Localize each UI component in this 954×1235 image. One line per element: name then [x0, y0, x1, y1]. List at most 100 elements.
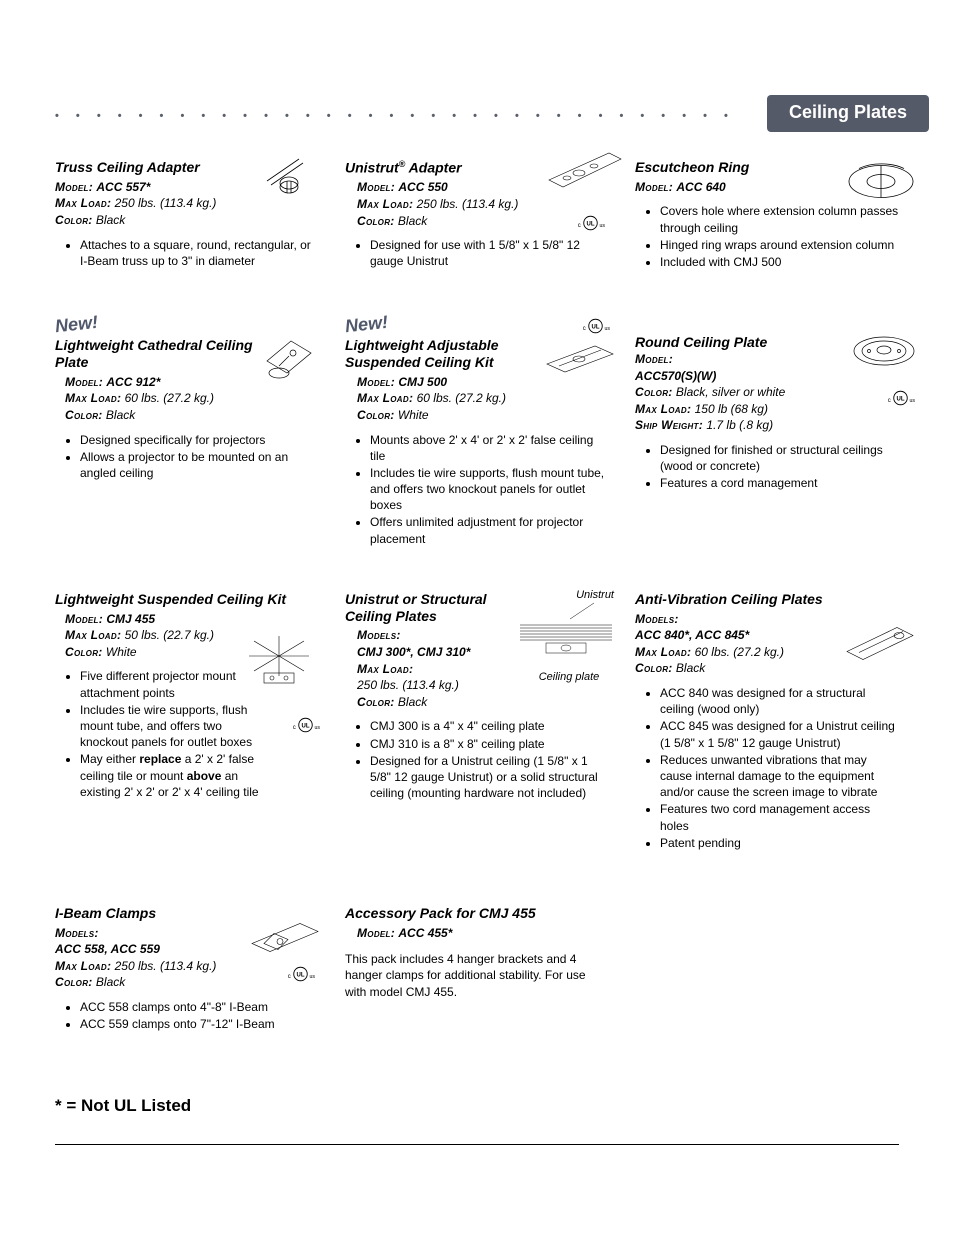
page-header: • • • • • • • • • • • • • • • • • • • • …	[55, 95, 899, 131]
product-title: Anti-Vibration Ceiling Plates	[635, 591, 899, 608]
color-label: Color:	[635, 661, 673, 675]
shipweight-value: 1.7 lb (.8 kg)	[706, 418, 773, 432]
suspended-drawing-icon	[244, 631, 319, 721]
maxload-label: Max Load:	[65, 391, 121, 405]
color-label: Color:	[65, 408, 103, 422]
bottom-rule	[55, 1144, 899, 1145]
models-value: ACC 558, ACC 559	[55, 942, 160, 956]
models-label: Models:	[635, 612, 679, 626]
maxload-value: 60 lbs. (27.2 kg.)	[417, 391, 506, 405]
color-label: Color:	[55, 975, 93, 989]
bullet-list: CMJ 300 is a 4" x 4" ceiling plate CMJ 3…	[345, 718, 609, 801]
product-cathedral: Lightweight Cathedral Ceiling Plate Mode…	[55, 337, 319, 481]
model-value: ACC 455*	[398, 926, 452, 940]
color-value: Black	[106, 408, 135, 422]
models-value: CMJ 300*, CMJ 310*	[357, 645, 470, 659]
callout-unistrut: Unistrut	[514, 589, 624, 601]
color-label: Color:	[357, 695, 395, 709]
model-label: Model:	[635, 352, 673, 366]
product-description: This pack includes 4 hanger brackets and…	[345, 951, 609, 1000]
ul-listed-icon	[580, 317, 614, 340]
model-label: Model:	[357, 180, 395, 194]
product-suspended-kit: Lightweight Suspended Ceiling Kit Model:…	[55, 591, 319, 800]
model-value: ACC 550	[398, 180, 447, 194]
bullet-list: ACC 558 clamps onto 4"-8" I-Beam ACC 559…	[55, 999, 319, 1032]
maxload-value: 250 lbs. (113.4 kg.)	[115, 959, 217, 973]
ring-drawing-icon	[844, 157, 919, 207]
bullet-list: Covers hole where extension column passe…	[635, 203, 899, 270]
color-value: Black	[398, 214, 427, 228]
bullet-item: Five different projector mount attachmen…	[80, 668, 259, 700]
ul-listed-icon	[285, 965, 319, 988]
product-round: Round Ceiling Plate Model: ACC570(S)(W) …	[635, 334, 899, 491]
bullet-item: Offers unlimited adjustment for projecto…	[370, 514, 609, 546]
bullet-item: ACC 558 clamps onto 4"-8" I-Beam	[80, 999, 319, 1015]
bullet-item: ACC 559 clamps onto 7"-12" I-Beam	[80, 1016, 319, 1032]
bullet-list: Mounts above 2' x 4' or 2' x 2' false ce…	[345, 432, 609, 547]
color-value: Black	[676, 661, 705, 675]
color-label: Color:	[55, 213, 93, 227]
product-antivib: Anti-Vibration Ceiling Plates Models: AC…	[635, 591, 899, 851]
bullet-item: Designed for finished or structural ceil…	[660, 442, 899, 474]
bullet-item: Includes tie wire supports, flush mount …	[370, 465, 609, 514]
maxload-value: 250 lbs. (113.4 kg.)	[417, 197, 519, 211]
maxload-label: Max Load:	[65, 628, 121, 642]
product-acc-pack: Accessory Pack for CMJ 455 Model: ACC 45…	[345, 905, 609, 1000]
bullet-list: Designed for use with 1 5/8" x 1 5/8" 12…	[345, 237, 609, 269]
color-label: Color:	[65, 645, 103, 659]
unistrut-drawing-icon	[539, 145, 629, 195]
structural-drawing-icon: Unistrut Ceiling plate	[514, 589, 624, 683]
footnote: * = Not UL Listed	[55, 1096, 899, 1116]
maxload-value: 60 lbs. (27.2 kg.)	[125, 391, 214, 405]
maxload-label: Max Load:	[635, 645, 691, 659]
bullet-item: Includes tie wire supports, flush mount …	[80, 702, 259, 751]
color-label: Color:	[357, 214, 395, 228]
maxload-label: Max Load:	[357, 391, 413, 405]
ul-listed-icon	[575, 214, 609, 237]
bullet-item: Patent pending	[660, 835, 899, 851]
product-title: Lightweight Suspended Ceiling Kit	[55, 591, 319, 608]
color-label: Color:	[357, 408, 395, 422]
product-truss: Truss Ceiling Adapter Model: ACC 557* Ma…	[55, 159, 319, 269]
product-title: Accessory Pack for CMJ 455	[345, 905, 609, 922]
model-value: CMJ 455	[106, 612, 155, 626]
maxload-value: 50 lbs. (22.7 kg.)	[125, 628, 214, 642]
bullet-item: Covers hole where extension column passe…	[660, 203, 899, 235]
bullet-list: Designed specifically for projectors All…	[55, 432, 319, 482]
models-label: Models:	[55, 926, 99, 940]
model-value: ACC570(S)(W)	[635, 369, 716, 383]
color-value: White	[398, 408, 429, 422]
color-value: Black	[96, 213, 125, 227]
model-value: ACC 640	[676, 180, 725, 194]
bullet-item: Reduces unwanted vibrations that may cau…	[660, 752, 899, 801]
maxload-value: 250 lbs. (113.4 kg.)	[115, 196, 217, 210]
product-unistrut-adapter: Unistrut® Adapter Model: ACC 550 Max Loa…	[345, 159, 609, 270]
bullet-item: CMJ 310 is a 8" x 8" ceiling plate	[370, 736, 609, 752]
maxload-label: Max Load:	[357, 197, 413, 211]
color-value: Black, silver or white	[676, 385, 785, 399]
new-badge: New!	[54, 312, 99, 337]
bullet-item: May either replace a 2' x 2' false ceili…	[80, 751, 259, 800]
header-dots: • • • • • • • • • • • • • • • • • • • • …	[55, 110, 735, 122]
maxload-value: 60 lbs. (27.2 kg.)	[695, 645, 784, 659]
model-value: ACC 557*	[96, 180, 150, 194]
model-label: Model:	[65, 612, 103, 626]
cathedral-drawing-icon	[259, 331, 319, 381]
bullet-list: Attaches to a square, round, rectangular…	[55, 237, 319, 269]
bullet-item: Hinged ring wraps around extension colum…	[660, 237, 899, 253]
bullet-item: Features two cord management access hole…	[660, 801, 899, 833]
bullet-list: Designed for finished or structural ceil…	[635, 442, 899, 492]
model-value: ACC 912*	[106, 375, 160, 389]
product-escutcheon: Escutcheon Ring Model: ACC 640 Covers ho…	[635, 159, 899, 270]
ul-listed-icon	[885, 389, 919, 412]
bullet-item: Allows a projector to be mounted on an a…	[80, 449, 319, 481]
ibeam-drawing-icon	[244, 911, 324, 961]
product-structural: Unistrut or Structural Ceiling Plates Un…	[345, 591, 609, 802]
maxload-label: Max Load:	[635, 402, 691, 416]
bullet-item: Designed for a Unistrut ceiling (1 5/8" …	[370, 753, 609, 802]
color-label: Color:	[635, 385, 673, 399]
model-label: Model:	[55, 180, 93, 194]
round-drawing-icon	[849, 328, 919, 378]
model-label: Model:	[635, 180, 673, 194]
bullet-item: CMJ 300 is a 4" x 4" ceiling plate	[370, 718, 609, 734]
